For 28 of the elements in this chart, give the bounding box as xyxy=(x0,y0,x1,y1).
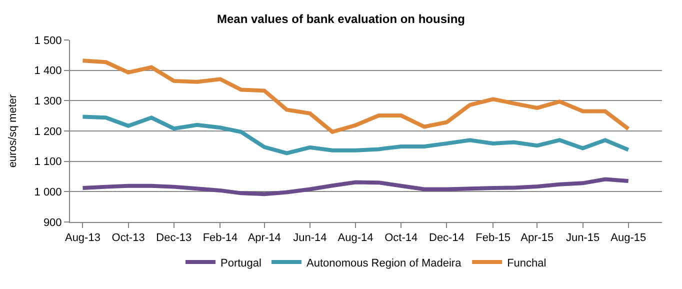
x-tick-label: Jun-15 xyxy=(566,232,600,244)
x-tick-label: Oct-13 xyxy=(112,232,145,244)
x-tick-label: Jun-14 xyxy=(293,232,327,244)
y-tick-label: 1 500 xyxy=(34,34,62,47)
y-tick-label: 1 300 xyxy=(34,96,62,108)
y-tick-label: 900 xyxy=(43,216,62,229)
x-tick-label: Apr-14 xyxy=(248,232,281,244)
line-series xyxy=(80,114,630,156)
y-tick-label: 1 200 xyxy=(34,126,62,138)
x-tick-label: Apr-15 xyxy=(520,232,554,244)
chart-title: Mean values of bank evaluation on housing xyxy=(216,12,466,26)
x-tick-label: Dec-13 xyxy=(156,232,192,244)
x-tick-label: Aug-13 xyxy=(64,232,100,244)
x-tick-label: Aug-15 xyxy=(610,232,646,244)
y-tick-label: 1 400 xyxy=(34,65,62,78)
line-series xyxy=(80,177,630,196)
y-tick-label: 1 100 xyxy=(34,156,62,168)
legend-label: Portugal xyxy=(220,257,262,270)
x-tick-label: Oct-14 xyxy=(384,232,418,244)
line-series xyxy=(80,58,630,134)
x-tick-label: Dec-14 xyxy=(428,232,464,244)
x-tick-label: Feb-15 xyxy=(476,232,510,244)
x-tick-label: Feb-14 xyxy=(202,232,238,244)
y-axis-title: euros/sq meter xyxy=(6,94,19,168)
legend-label: Autonomous Region of Madeira xyxy=(306,257,462,270)
legend-label: Funchal xyxy=(507,257,546,270)
x-tick-label: Aug-14 xyxy=(338,232,374,244)
y-tick-label: 1 000 xyxy=(34,186,62,199)
